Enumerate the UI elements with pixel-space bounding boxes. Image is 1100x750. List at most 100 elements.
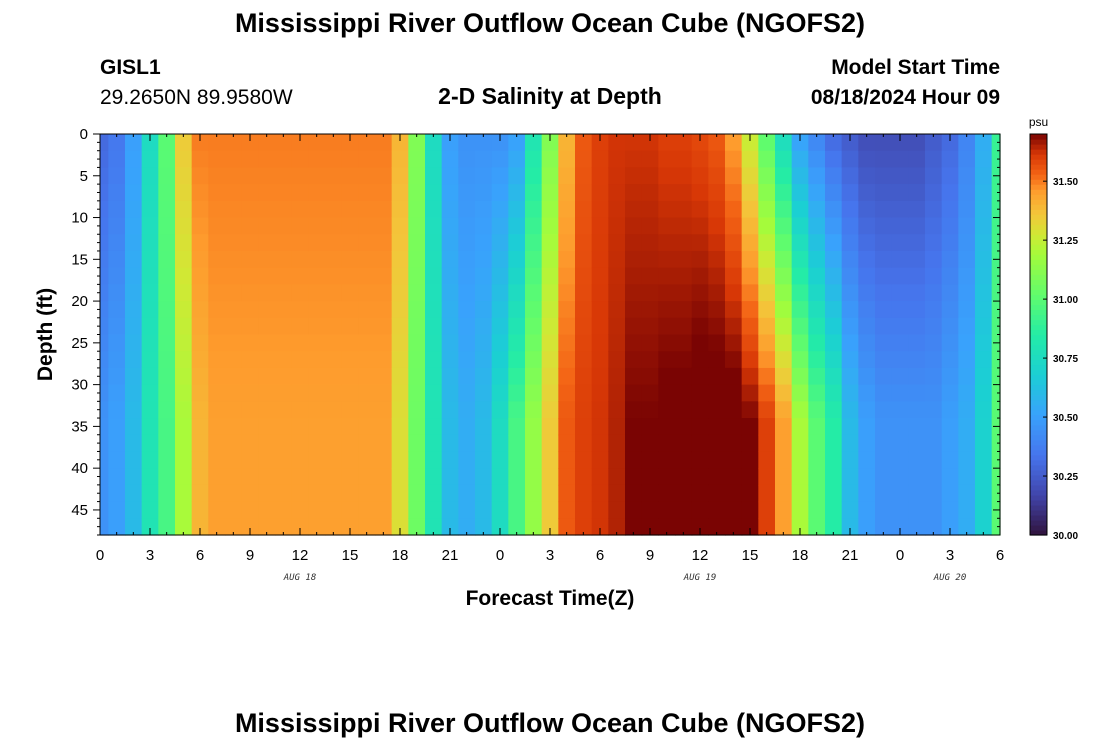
heatmap-cell [441, 150, 459, 169]
heatmap-cell [608, 367, 626, 386]
heatmap-cell [475, 518, 493, 536]
heatmap-cell [691, 451, 709, 469]
heatmap-cell [308, 367, 326, 386]
heatmap-cell [758, 284, 776, 302]
heatmap-cell [891, 367, 909, 386]
heatmap-cell [658, 317, 676, 336]
heatmap-cell [708, 267, 726, 285]
heatmap-cell [908, 434, 926, 453]
heatmap-cell [858, 401, 876, 419]
heatmap-cell [775, 501, 793, 519]
heatmap-cell [775, 518, 793, 536]
heatmap-cell [308, 250, 326, 269]
heatmap-cell [158, 200, 176, 219]
heatmap-cell [841, 384, 859, 402]
heatmap-cell [941, 451, 959, 469]
heatmap-cell [675, 250, 693, 269]
heatmap-cell [175, 451, 193, 469]
heatmap-cell [108, 501, 126, 519]
heatmap-cell [891, 334, 909, 352]
heatmap-cell [258, 134, 276, 152]
heatmap-cell [125, 518, 143, 536]
heatmap-cell [625, 184, 643, 202]
heatmap-cell [925, 484, 943, 503]
colorbar-band [1030, 464, 1047, 471]
x-tick-label: 0 [896, 547, 904, 564]
heatmap-cell [541, 334, 559, 352]
heatmap-cell [158, 434, 176, 453]
heatmap-cell [991, 150, 1001, 169]
colorbar-band [1030, 369, 1047, 376]
heatmap-cell [108, 418, 126, 436]
heatmap-cell [491, 217, 509, 235]
heatmap-cell [375, 451, 393, 469]
heatmap-cell [508, 401, 526, 419]
heatmap-cell [808, 217, 826, 235]
heatmap-cell [258, 267, 276, 285]
heatmap-cell [775, 418, 793, 436]
heatmap-cell [425, 267, 443, 285]
heatmap-cell [658, 334, 676, 352]
colorbar-band [1030, 514, 1047, 521]
heatmap-cell [825, 317, 843, 336]
heatmap-cell [175, 468, 193, 486]
heatmap-cell [491, 334, 509, 352]
heatmap-cell [208, 317, 226, 336]
heatmap-cell [375, 334, 393, 352]
heatmap-cell [741, 301, 759, 319]
heatmap-cell [241, 150, 259, 169]
heatmap-cell [325, 150, 343, 169]
heatmap-cell [325, 451, 343, 469]
heatmap-cell [525, 367, 543, 386]
heatmap-cell [291, 367, 309, 386]
heatmap-cell [175, 434, 193, 453]
heatmap-cell [858, 484, 876, 503]
colorbar-band [1030, 264, 1047, 270]
heatmap-cell [308, 234, 326, 252]
heatmap-cell [291, 418, 309, 436]
heatmap-cell [125, 200, 143, 219]
heatmap-cell [841, 200, 859, 219]
heatmap-cell [941, 351, 959, 369]
heatmap-cell [125, 484, 143, 503]
heatmap-cell [741, 367, 759, 386]
heatmap-cell [425, 134, 443, 152]
heatmap-cell [541, 267, 559, 285]
heatmap-cell [575, 301, 593, 319]
x-tick-label: 3 [946, 547, 954, 564]
colorbar-band [1030, 244, 1047, 250]
heatmap-cell [675, 351, 693, 369]
heatmap-cell [141, 250, 159, 269]
heatmap-cell [791, 351, 809, 369]
heatmap-cell [391, 418, 409, 436]
heatmap-cell [591, 284, 609, 302]
heatmap-cell [491, 150, 509, 169]
colorbar-band [1030, 219, 1047, 225]
heatmap-cell [208, 250, 226, 269]
heatmap-cell [125, 367, 143, 386]
heatmap-cell [100, 301, 109, 319]
heatmap-cell [875, 418, 893, 436]
heatmap-cell [825, 150, 843, 169]
heatmap-cell [258, 351, 276, 369]
y-tick-label: 15 [71, 251, 88, 268]
heatmap-cell [341, 468, 359, 486]
heatmap-cell [458, 468, 476, 486]
heatmap-cell [141, 484, 159, 503]
colorbar-band [1030, 189, 1047, 195]
heatmap-cell [975, 184, 993, 202]
colorbar-band [1030, 364, 1047, 371]
heatmap-cell [925, 501, 943, 519]
heatmap-cell [841, 250, 859, 269]
heatmap-cell [658, 184, 676, 202]
heatmap-cell [475, 184, 493, 202]
heatmap-cell [641, 501, 659, 519]
heatmap-cell [575, 384, 593, 402]
heatmap-cell [541, 317, 559, 336]
heatmap-cell [108, 234, 126, 252]
heatmap-cell [641, 334, 659, 352]
heatmap-cell [875, 301, 893, 319]
heatmap-cell [775, 384, 793, 402]
heatmap-cell [991, 134, 1001, 152]
heatmap-cell [958, 184, 976, 202]
